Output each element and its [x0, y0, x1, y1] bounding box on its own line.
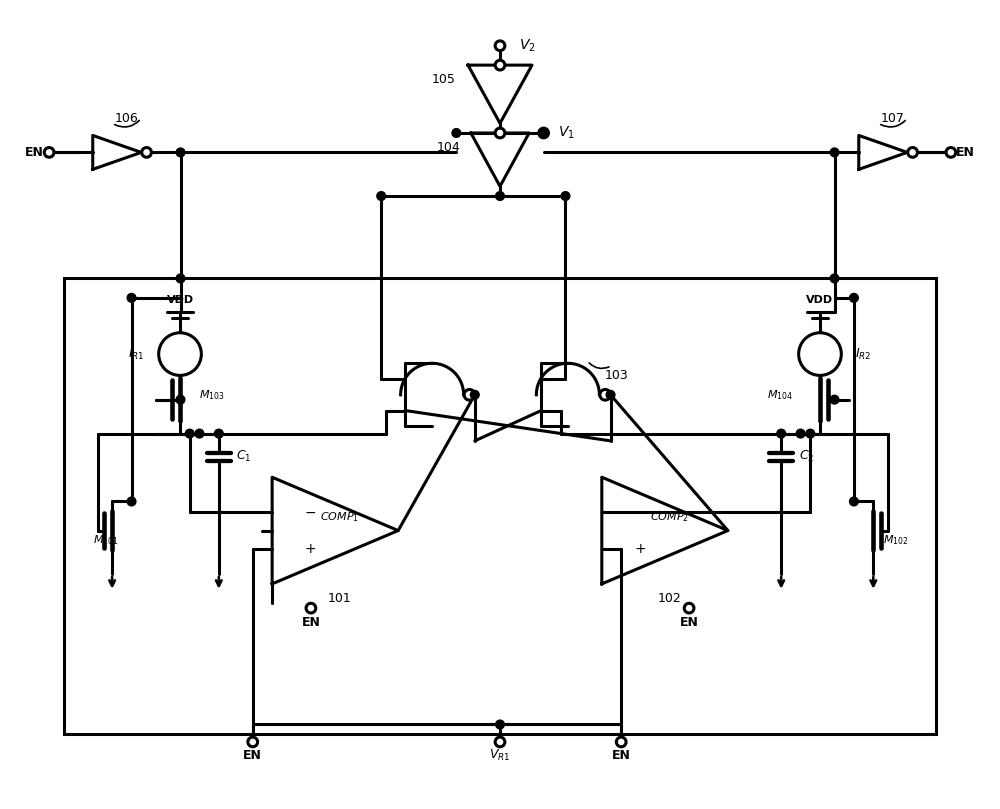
Circle shape	[496, 720, 504, 729]
Circle shape	[830, 274, 839, 283]
Text: $I_{R2}$: $I_{R2}$	[855, 346, 872, 362]
Circle shape	[470, 391, 479, 399]
Circle shape	[176, 274, 185, 283]
Circle shape	[806, 430, 815, 438]
Circle shape	[495, 737, 505, 747]
Circle shape	[452, 129, 461, 138]
Circle shape	[44, 147, 54, 157]
Text: 107: 107	[881, 112, 905, 125]
Text: $M_{102}$: $M_{102}$	[883, 533, 909, 547]
Text: EN: EN	[25, 146, 44, 159]
Polygon shape	[859, 135, 907, 169]
Polygon shape	[471, 133, 529, 186]
Text: $C_1$: $C_1$	[236, 449, 252, 464]
Text: VDD: VDD	[806, 294, 834, 305]
Text: EN: EN	[680, 616, 699, 629]
Circle shape	[539, 128, 548, 138]
Text: $-$: $-$	[634, 505, 646, 519]
Circle shape	[495, 61, 505, 70]
Text: $M_{101}$: $M_{101}$	[93, 533, 118, 547]
Circle shape	[850, 497, 858, 506]
Polygon shape	[468, 65, 532, 123]
Text: 103: 103	[604, 369, 628, 382]
Circle shape	[214, 430, 223, 438]
Circle shape	[377, 192, 386, 201]
Circle shape	[850, 294, 858, 303]
Text: $M_{103}$: $M_{103}$	[199, 388, 225, 402]
Circle shape	[142, 147, 151, 157]
Circle shape	[777, 430, 786, 438]
Circle shape	[606, 391, 615, 399]
Circle shape	[616, 737, 626, 747]
Circle shape	[176, 148, 185, 157]
Polygon shape	[602, 477, 728, 584]
Text: $V_{R1}$: $V_{R1}$	[489, 748, 511, 763]
Polygon shape	[536, 363, 599, 426]
Text: VDD: VDD	[166, 294, 194, 305]
Text: EN: EN	[243, 749, 262, 762]
Circle shape	[495, 128, 505, 138]
Circle shape	[127, 497, 136, 506]
Text: 106: 106	[115, 112, 139, 125]
Circle shape	[248, 737, 258, 747]
Circle shape	[176, 396, 185, 404]
Circle shape	[600, 389, 611, 400]
Circle shape	[946, 147, 956, 157]
Circle shape	[830, 148, 839, 157]
Circle shape	[799, 332, 841, 375]
Text: 104: 104	[437, 141, 461, 154]
Text: $C_2$: $C_2$	[799, 449, 814, 464]
Text: 101: 101	[328, 592, 352, 605]
Circle shape	[496, 129, 504, 138]
Circle shape	[830, 396, 839, 404]
Circle shape	[127, 294, 136, 303]
Text: $-$: $-$	[304, 505, 316, 519]
Circle shape	[195, 430, 204, 438]
Circle shape	[561, 192, 570, 201]
Text: EN: EN	[956, 146, 975, 159]
Polygon shape	[93, 135, 141, 169]
Text: $V_2$: $V_2$	[519, 37, 536, 54]
Circle shape	[495, 41, 505, 51]
Text: 102: 102	[658, 592, 682, 605]
Circle shape	[185, 430, 194, 438]
Text: $I_{R1}$: $I_{R1}$	[128, 346, 145, 362]
Circle shape	[684, 604, 694, 613]
Text: $V_1$: $V_1$	[558, 125, 575, 142]
Text: $+$: $+$	[304, 542, 316, 557]
Circle shape	[796, 430, 805, 438]
Circle shape	[306, 604, 316, 613]
Text: 105: 105	[432, 73, 456, 87]
Polygon shape	[401, 363, 464, 426]
Text: $COMP_2$: $COMP_2$	[650, 510, 689, 524]
Text: $M_{104}$: $M_{104}$	[767, 388, 793, 402]
Circle shape	[159, 332, 201, 375]
Polygon shape	[272, 477, 398, 584]
Circle shape	[908, 147, 917, 157]
Circle shape	[539, 129, 548, 138]
Circle shape	[496, 192, 504, 201]
Text: EN: EN	[612, 749, 631, 762]
Text: $+$: $+$	[634, 542, 646, 557]
Bar	[64, 278, 936, 735]
Text: $COMP_1$: $COMP_1$	[320, 510, 360, 524]
Text: EN: EN	[301, 616, 320, 629]
Circle shape	[464, 389, 475, 400]
